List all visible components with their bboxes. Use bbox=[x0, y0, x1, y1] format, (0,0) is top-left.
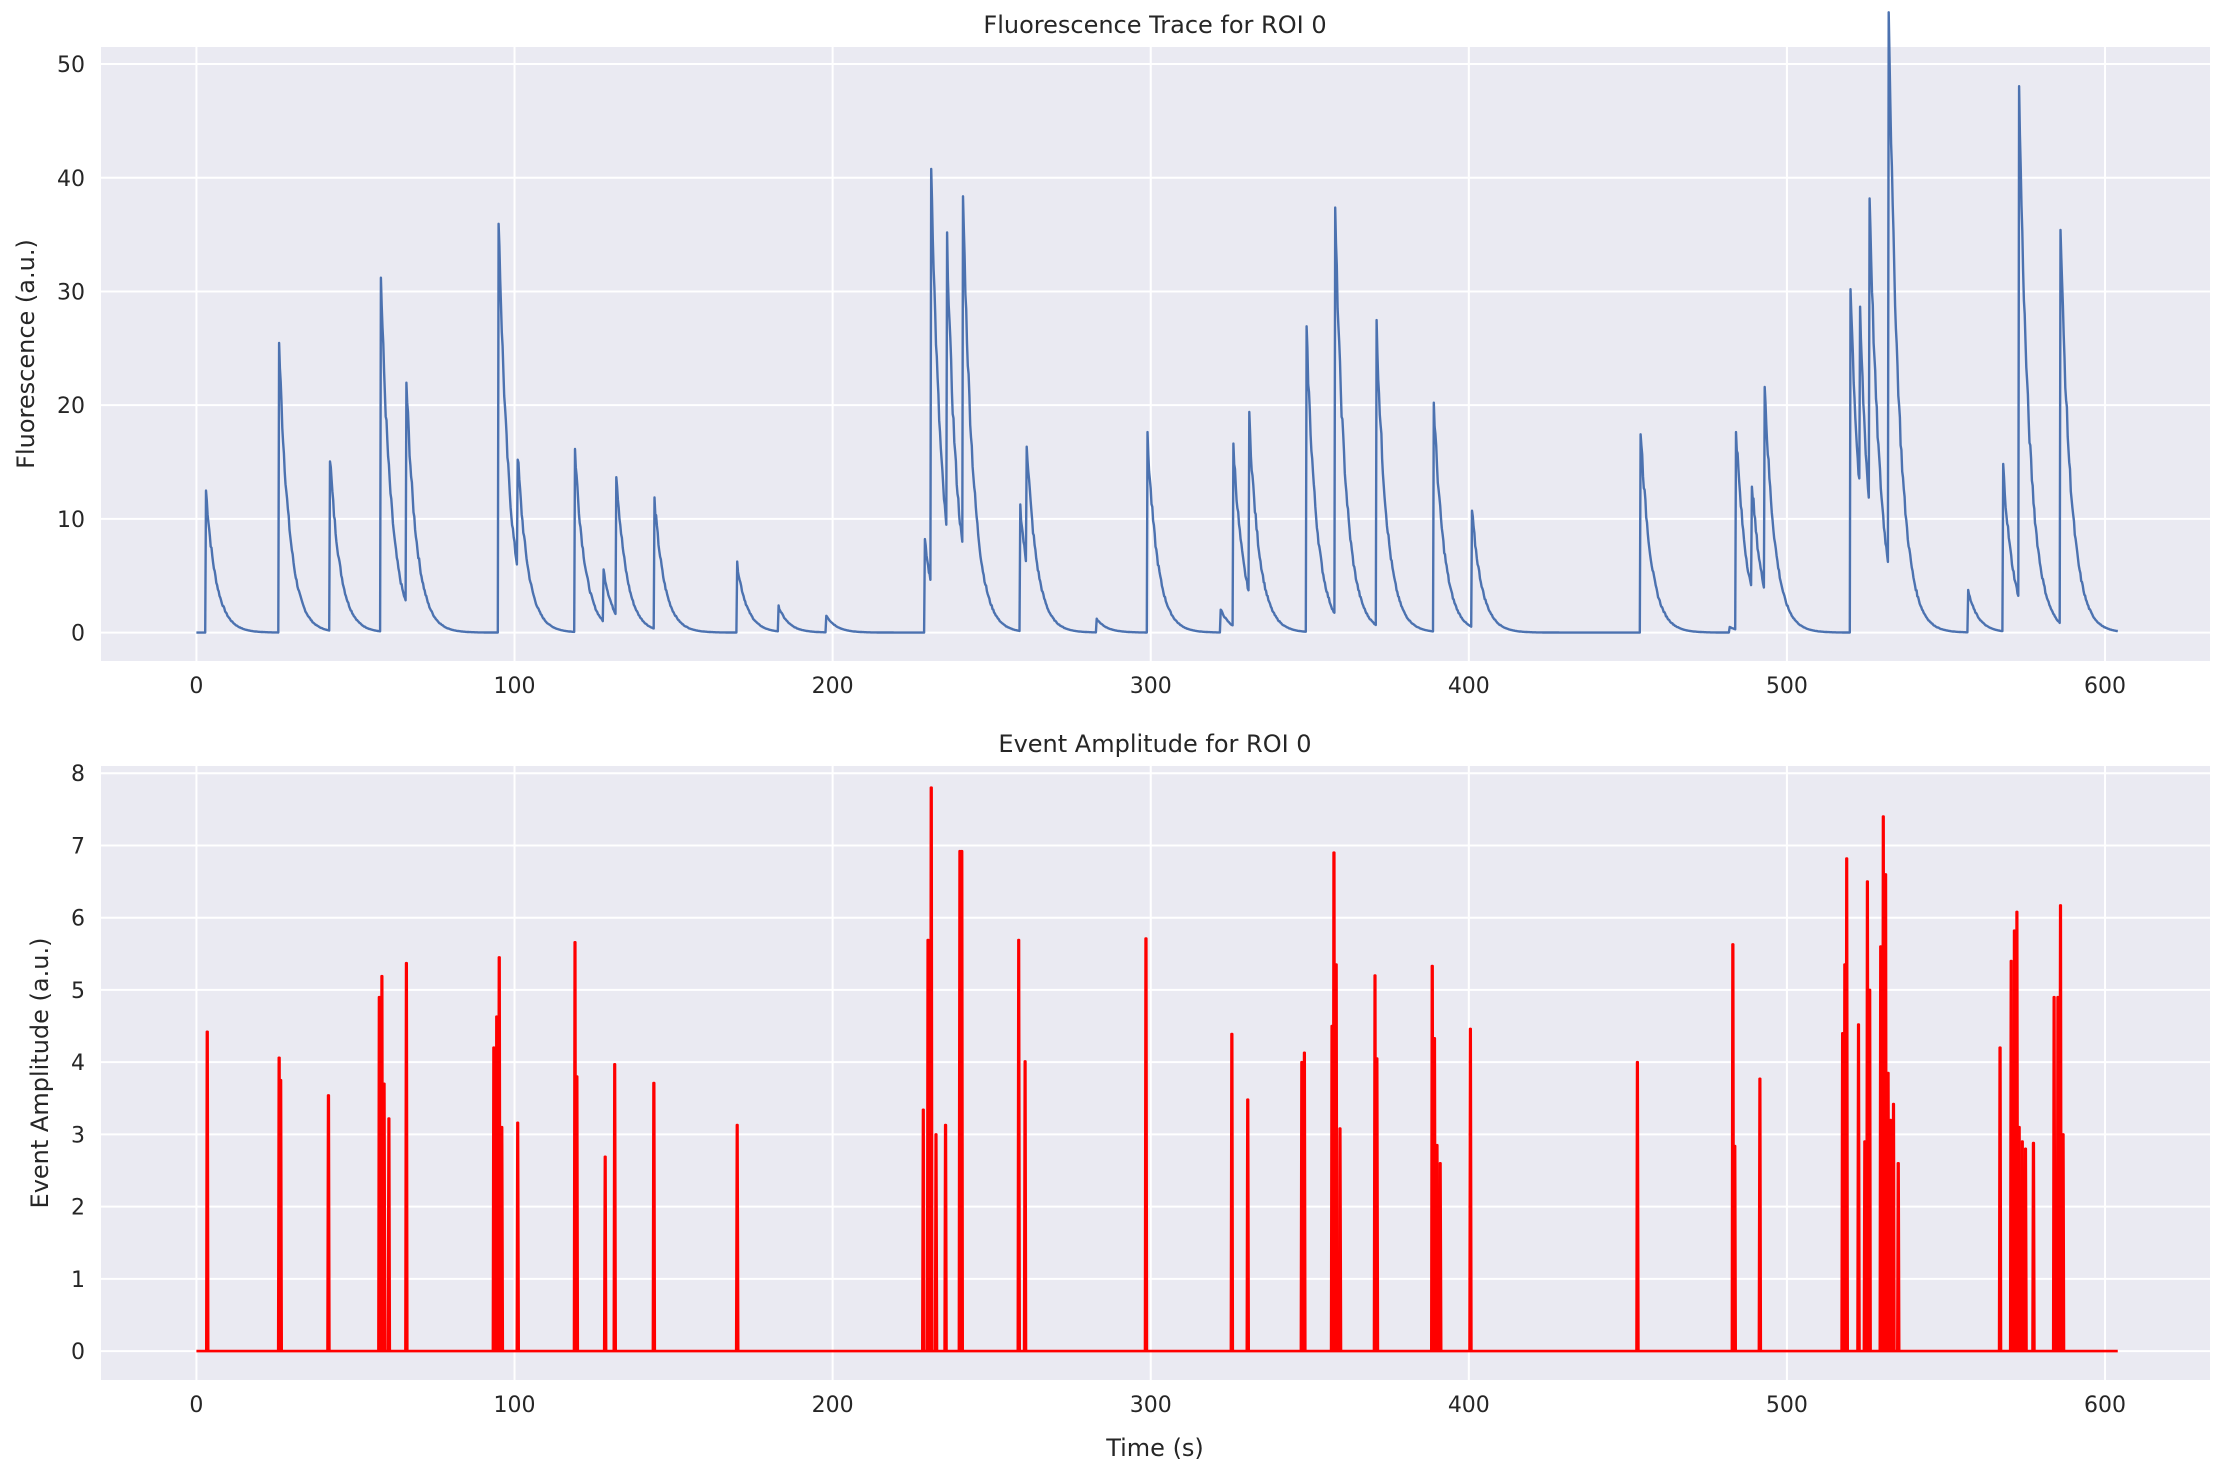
event-spike bbox=[2051, 995, 2057, 1352]
x-tick-label: 400 bbox=[1448, 674, 1490, 699]
event-spike bbox=[1302, 1051, 1307, 1352]
event-spike bbox=[1885, 1071, 1891, 1352]
event-spike bbox=[920, 1108, 926, 1352]
event-spike bbox=[326, 1094, 331, 1352]
event-spike bbox=[2023, 1147, 2028, 1352]
y-tick-label: 50 bbox=[57, 53, 85, 78]
y-tick-label: 2 bbox=[71, 1196, 85, 1221]
event-spike bbox=[933, 1133, 939, 1352]
event-spike bbox=[2058, 904, 2063, 1352]
x-tick-label: 0 bbox=[189, 674, 203, 699]
event-spike bbox=[1245, 1098, 1250, 1352]
event-spike bbox=[1891, 1102, 1896, 1352]
x-tick-label: 100 bbox=[494, 1393, 536, 1418]
event-spike bbox=[2008, 959, 2014, 1352]
event-spike bbox=[1856, 1023, 1861, 1352]
fluorescence-y-axis-label: Fluorescence (a.u.) bbox=[12, 239, 40, 469]
event-spike bbox=[1022, 1060, 1028, 1352]
fluorescence-plot-area bbox=[101, 47, 2210, 661]
y-tick-label: 0 bbox=[71, 1340, 85, 1365]
x-tick-label: 600 bbox=[2084, 674, 2126, 699]
x-tick-label: 200 bbox=[812, 1393, 854, 1418]
event-amplitude-panel: 0 100 200 300 400 500 600 0 1 2 3 4 5 6 7 8 Event Ampl… bbox=[26, 730, 2210, 1462]
event-spike bbox=[496, 956, 502, 1352]
x-tick-label: 200 bbox=[812, 674, 854, 699]
event-spike bbox=[515, 1121, 521, 1352]
event-spike bbox=[1143, 937, 1149, 1352]
event-spike bbox=[1016, 938, 1022, 1352]
x-tick-label: 100 bbox=[494, 674, 536, 699]
y-tick-label: 0 bbox=[71, 622, 85, 647]
event-spike bbox=[651, 1081, 657, 1352]
fluorescence-trace-line bbox=[195, 11, 2119, 634]
event-spike bbox=[205, 1030, 210, 1352]
event-spike bbox=[1333, 963, 1339, 1352]
y-tick-label: 1 bbox=[71, 1268, 85, 1293]
y-tick-label: 4 bbox=[71, 1051, 85, 1076]
event-spike bbox=[386, 1117, 392, 1352]
event-spike bbox=[1732, 1144, 1737, 1352]
event-spike bbox=[1867, 988, 1872, 1352]
y-tick-label: 40 bbox=[57, 167, 85, 192]
event-spike bbox=[404, 961, 409, 1352]
event-spike bbox=[1229, 1032, 1235, 1352]
event-spike bbox=[381, 1082, 387, 1352]
y-tick-label: 20 bbox=[57, 394, 85, 419]
event-spike bbox=[602, 1155, 608, 1352]
event-amplitude-y-axis-label: Event Amplitude (a.u.) bbox=[26, 938, 54, 1209]
x-tick-label: 300 bbox=[1130, 674, 1172, 699]
event-spike bbox=[1337, 1127, 1343, 1352]
fluorescence-y-ticks: 0 10 20 30 40 50 bbox=[57, 53, 85, 647]
event-spike bbox=[1757, 1077, 1763, 1352]
event-spike bbox=[1896, 1162, 1901, 1352]
x-tick-label: 0 bbox=[189, 1393, 203, 1418]
event-spike bbox=[1432, 1037, 1437, 1352]
event-spike bbox=[1635, 1060, 1640, 1352]
event-spike bbox=[2031, 1141, 2036, 1352]
event-amplitude-y-ticks: 0 1 2 3 4 5 6 7 8 bbox=[71, 762, 85, 1365]
event-spike bbox=[499, 1125, 505, 1352]
fluorescence-x-ticks: 0 100 200 300 400 500 600 bbox=[189, 674, 2126, 699]
y-tick-label: 8 bbox=[71, 762, 85, 787]
y-tick-label: 10 bbox=[57, 508, 85, 533]
event-spike bbox=[491, 1046, 497, 1352]
event-spike bbox=[278, 1078, 284, 1352]
event-spike bbox=[1374, 1057, 1380, 1352]
event-spike bbox=[1997, 1046, 2003, 1352]
x-tick-label: 300 bbox=[1130, 1393, 1172, 1418]
event-spike bbox=[1468, 1027, 1473, 1352]
event-amplitude-trace-group bbox=[196, 786, 2118, 1353]
event-spike bbox=[612, 1063, 618, 1352]
event-spike bbox=[2060, 1133, 2066, 1352]
fluorescence-panel: 0 100 200 300 400 500 600 0 10 20 30 40 50 Fluoresc… bbox=[12, 11, 2210, 699]
event-spike bbox=[734, 1123, 740, 1352]
event-amplitude-x-ticks: 0 100 200 300 400 500 600 bbox=[189, 1393, 2126, 1418]
event-spike bbox=[928, 786, 934, 1352]
event-spike bbox=[2016, 1125, 2022, 1352]
event-spike bbox=[943, 1123, 948, 1352]
event-spike bbox=[959, 849, 965, 1352]
x-tick-label: 600 bbox=[2084, 1393, 2126, 1418]
y-tick-label: 30 bbox=[57, 280, 85, 305]
x-tick-label: 400 bbox=[1448, 1393, 1490, 1418]
time-x-axis-label: Time (s) bbox=[1105, 1434, 1204, 1462]
event-spike bbox=[1883, 873, 1888, 1352]
event-spike bbox=[574, 1075, 580, 1352]
fluorescence-title: Fluorescence Trace for ROI 0 bbox=[983, 11, 1326, 39]
y-tick-label: 6 bbox=[71, 907, 85, 932]
event-spike bbox=[1888, 1118, 1893, 1352]
y-tick-label: 5 bbox=[71, 979, 85, 1004]
fluorescence-trace-group bbox=[195, 11, 2119, 634]
event-spike bbox=[2020, 1140, 2025, 1352]
event-spike bbox=[1844, 857, 1849, 1352]
x-tick-label: 500 bbox=[1766, 1393, 1808, 1418]
y-tick-label: 7 bbox=[71, 834, 85, 859]
event-spike bbox=[925, 938, 931, 1352]
event-spike bbox=[1434, 1143, 1440, 1352]
x-tick-label: 500 bbox=[1766, 674, 1808, 699]
y-tick-label: 3 bbox=[71, 1123, 85, 1148]
event-spike bbox=[1437, 1162, 1443, 1352]
event-amplitude-title: Event Amplitude for ROI 0 bbox=[998, 730, 1311, 758]
